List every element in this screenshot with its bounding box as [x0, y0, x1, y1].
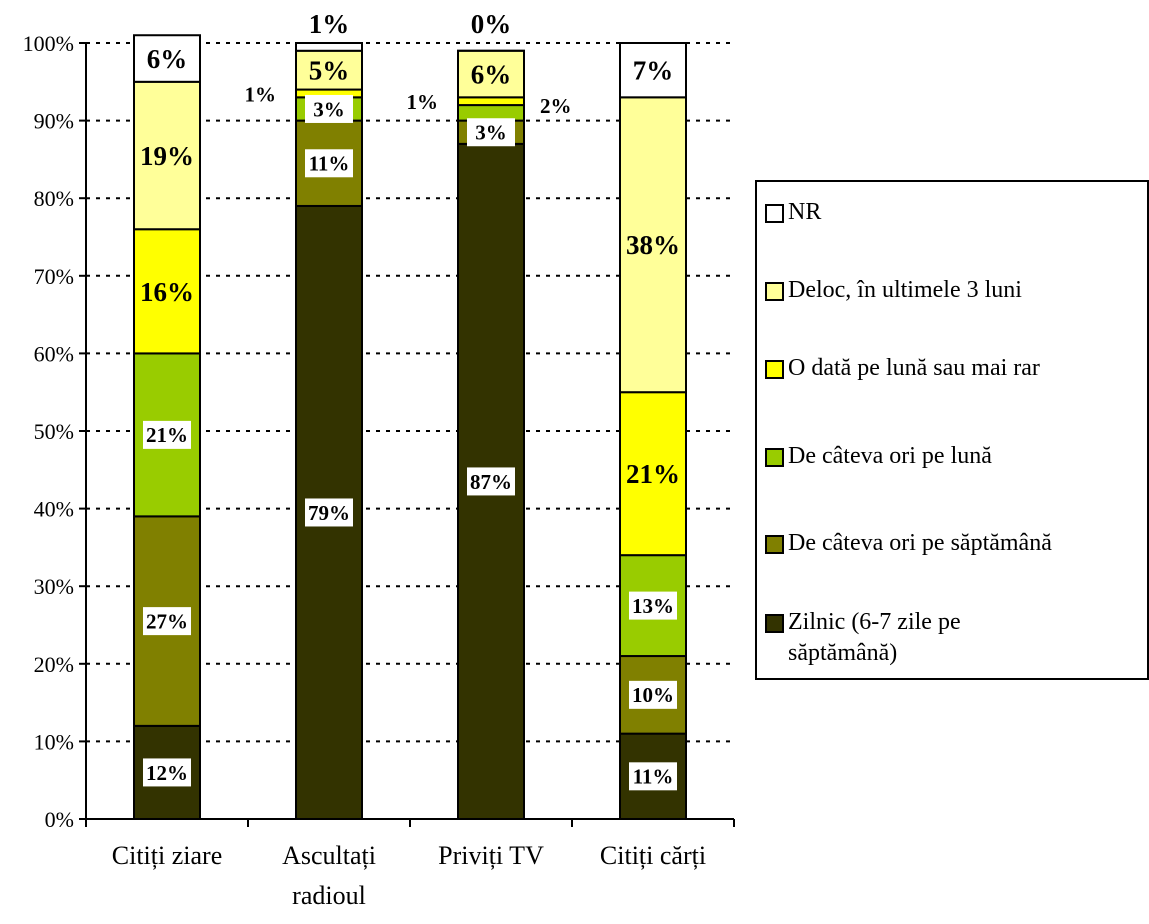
data-label: 3% — [313, 97, 345, 121]
y-tick-label: 80% — [34, 186, 74, 211]
data-label: 12% — [146, 761, 188, 785]
y-tick-label: 70% — [34, 264, 74, 289]
y-tick-label: 90% — [34, 109, 74, 134]
legend-item: Deloc, în ultimele 3 luni — [765, 275, 1022, 306]
data-labels: 12% 27% 21% 16% 19% 6% 79% 11% 3% 1% 5% 1% 87% 3% 2% 1%… — [138, 9, 682, 790]
legend-item: Zilnic (6-7 zile pe săptămână) — [765, 607, 961, 669]
legend: NR Deloc, în ultimele 3 luni O dată pe lun… — [755, 180, 1149, 680]
x-tick-label: Citiți ziare — [112, 841, 222, 870]
data-label: 79% — [308, 501, 350, 525]
legend-label: NR — [788, 197, 821, 228]
legend-swatch — [765, 614, 784, 633]
data-label: 16% — [140, 277, 194, 307]
y-tick-label: 100% — [23, 31, 74, 56]
legend-label: De câteva ori pe lună — [788, 441, 992, 472]
data-label: 1% — [245, 82, 277, 106]
data-label: 6% — [471, 59, 512, 89]
legend-swatch — [765, 360, 784, 379]
data-label: 38% — [626, 230, 680, 260]
y-tick-label: 60% — [34, 341, 74, 366]
legend-swatch — [765, 204, 784, 223]
data-label: 5% — [309, 56, 350, 86]
data-label: 6% — [147, 44, 188, 74]
data-label: 1% — [407, 90, 439, 114]
legend-item: De câteva ori pe săptămână — [765, 528, 1052, 559]
legend-label: De câteva ori pe săptămână — [788, 528, 1052, 559]
y-tick-label: 0% — [45, 807, 74, 832]
data-label: 21% — [626, 459, 680, 489]
legend-swatch — [765, 448, 784, 467]
y-tick-label: 40% — [34, 497, 74, 522]
bars — [134, 35, 686, 819]
bar-segment — [296, 43, 362, 51]
data-label: 2% — [540, 94, 572, 118]
data-label: 1% — [309, 9, 350, 39]
legend-item: De câteva ori pe lună — [765, 441, 992, 472]
y-tick-label: 20% — [34, 652, 74, 677]
y-tick-label: 10% — [34, 729, 74, 754]
legend-swatch — [765, 535, 784, 554]
data-label: 3% — [475, 121, 507, 145]
y-tick-label: 30% — [34, 574, 74, 599]
legend-label: Deloc, în ultimele 3 luni — [788, 275, 1022, 306]
data-label: 87% — [470, 470, 512, 494]
data-label: 11% — [633, 765, 674, 789]
legend-label: O dată pe lună sau mai rar — [788, 353, 1040, 384]
data-label: 19% — [140, 141, 194, 171]
data-label: 0% — [471, 9, 512, 39]
x-tick-label: Citiți cărți — [600, 841, 706, 870]
data-label: 27% — [146, 609, 188, 633]
data-label: 13% — [632, 594, 674, 618]
legend-label: Zilnic (6-7 zile pe săptămână) — [788, 607, 961, 669]
y-tick-label: 50% — [34, 419, 74, 444]
legend-item: NR — [765, 197, 821, 228]
legend-item: O dată pe lună sau mai rar — [765, 353, 1040, 384]
data-label: 21% — [146, 423, 188, 447]
bar-segment — [458, 97, 524, 105]
legend-swatch — [765, 282, 784, 301]
data-label: 11% — [309, 152, 350, 176]
data-label: 10% — [632, 683, 674, 707]
x-tick-label: Priviți TV — [438, 841, 544, 870]
data-label: 7% — [633, 56, 674, 86]
